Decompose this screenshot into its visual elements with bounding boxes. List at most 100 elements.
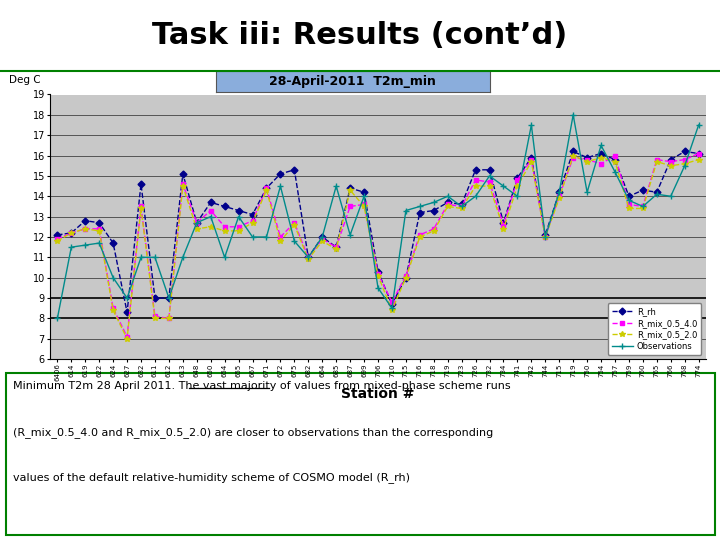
R_mix_0.5_2.0: [569, 152, 577, 159]
R_mix_0.5_2.0: [53, 238, 62, 244]
R_mix_0.5_2.0: [318, 238, 327, 244]
Observations: [472, 193, 480, 199]
R_mix_0.5_2.0: [137, 205, 145, 212]
R_mix_0.5_4.0: [67, 230, 76, 236]
R_mix_0.5_4.0: [694, 150, 703, 157]
R_mix_0.5_2.0: [457, 205, 466, 212]
R_mix_0.5_4.0: [582, 157, 591, 163]
R_rh: [165, 295, 174, 301]
R_rh: [541, 232, 549, 238]
Observations: [499, 183, 508, 190]
R_mix_0.5_2.0: [248, 219, 257, 226]
R_mix_0.5_4.0: [402, 272, 410, 279]
R_rh: [122, 309, 131, 315]
R_rh: [611, 157, 619, 163]
X-axis label: Station #: Station #: [341, 387, 415, 401]
R_rh: [680, 148, 689, 155]
Observations: [513, 193, 522, 199]
Observations: [667, 193, 675, 199]
Observations: [680, 163, 689, 169]
R_mix_0.5_2.0: [444, 203, 452, 210]
Observations: [165, 295, 174, 301]
R_mix_0.5_2.0: [67, 230, 76, 236]
Observations: [694, 122, 703, 129]
R_rh: [304, 254, 312, 261]
Observations: [248, 234, 257, 240]
R_mix_0.5_2.0: [290, 221, 299, 228]
R_mix_0.5_4.0: [652, 157, 661, 163]
Observations: [611, 168, 619, 175]
R_mix_0.5_4.0: [137, 203, 145, 210]
R_mix_0.5_2.0: [652, 158, 661, 165]
Observations: [582, 189, 591, 195]
R_mix_0.5_4.0: [332, 244, 341, 251]
Observations: [179, 254, 187, 261]
R_rh: [555, 189, 564, 195]
R_mix_0.5_2.0: [625, 205, 634, 212]
R_mix_0.5_4.0: [207, 207, 215, 214]
Observations: [276, 183, 284, 190]
R_mix_0.5_2.0: [611, 158, 619, 165]
R_mix_0.5_2.0: [81, 226, 89, 232]
Observations: [485, 173, 494, 179]
R_mix_0.5_4.0: [346, 203, 354, 210]
R_mix_0.5_4.0: [234, 224, 243, 230]
R_mix_0.5_4.0: [276, 234, 284, 240]
R_rh: [137, 181, 145, 187]
R_mix_0.5_4.0: [611, 152, 619, 159]
Observations: [67, 244, 76, 251]
R_mix_0.5_4.0: [304, 254, 312, 261]
R_rh: [499, 219, 508, 226]
R_mix_0.5_2.0: [415, 234, 424, 240]
R_rh: [220, 203, 229, 210]
Line: R_mix_0.5_2.0: R_mix_0.5_2.0: [55, 153, 701, 341]
Observations: [457, 203, 466, 210]
Observations: [652, 191, 661, 198]
Line: R_rh: R_rh: [55, 149, 701, 315]
R_rh: [667, 157, 675, 163]
R_mix_0.5_4.0: [122, 334, 131, 340]
R_mix_0.5_4.0: [597, 160, 606, 167]
R_mix_0.5_4.0: [625, 201, 634, 208]
R_mix_0.5_2.0: [582, 158, 591, 165]
R_mix_0.5_2.0: [165, 315, 174, 322]
Observations: [569, 112, 577, 118]
R_mix_0.5_2.0: [192, 226, 201, 232]
R_mix_0.5_2.0: [485, 183, 494, 190]
R_mix_0.5_4.0: [667, 158, 675, 165]
R_mix_0.5_2.0: [207, 224, 215, 230]
R_mix_0.5_4.0: [513, 177, 522, 183]
Legend: R_rh, R_mix_0.5_4.0, R_mix_0.5_2.0, Observations: R_rh, R_mix_0.5_4.0, R_mix_0.5_2.0, Obse…: [608, 303, 701, 355]
R_rh: [234, 207, 243, 214]
R_mix_0.5_4.0: [81, 226, 89, 232]
R_mix_0.5_2.0: [234, 228, 243, 234]
R_mix_0.5_2.0: [597, 154, 606, 161]
R_mix_0.5_2.0: [360, 203, 369, 210]
Observations: [625, 197, 634, 204]
R_mix_0.5_2.0: [555, 195, 564, 201]
Observations: [555, 189, 564, 195]
R_mix_0.5_2.0: [472, 183, 480, 190]
Observations: [541, 234, 549, 240]
Observations: [360, 193, 369, 199]
Observations: [122, 295, 131, 301]
R_mix_0.5_4.0: [165, 315, 174, 322]
R_mix_0.5_2.0: [639, 205, 647, 212]
Text: 28-April-2011  T2m_min: 28-April-2011 T2m_min: [269, 75, 436, 88]
R_rh: [332, 244, 341, 251]
R_rh: [652, 189, 661, 195]
R_mix_0.5_4.0: [220, 224, 229, 230]
R_mix_0.5_4.0: [444, 201, 452, 208]
R_rh: [109, 240, 117, 246]
R_mix_0.5_2.0: [374, 272, 382, 279]
Line: Observations: Observations: [55, 112, 701, 321]
R_mix_0.5_2.0: [402, 274, 410, 281]
R_mix_0.5_2.0: [95, 228, 104, 234]
R_mix_0.5_2.0: [527, 158, 536, 165]
R_rh: [276, 171, 284, 177]
R_mix_0.5_2.0: [179, 183, 187, 190]
R_mix_0.5_2.0: [150, 315, 159, 322]
R_mix_0.5_4.0: [318, 236, 327, 242]
R_mix_0.5_2.0: [122, 335, 131, 342]
Observations: [402, 207, 410, 214]
